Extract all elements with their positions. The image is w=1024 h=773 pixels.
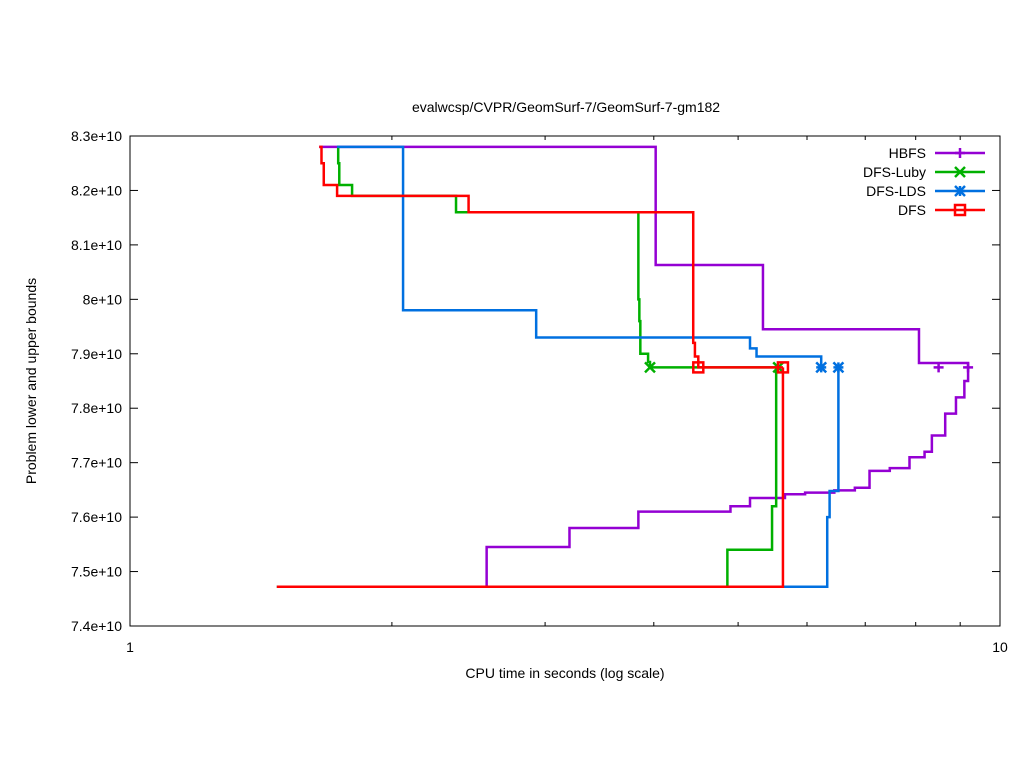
legend-entry: DFS-LDS bbox=[866, 183, 985, 199]
x-tick-label: 1 bbox=[126, 639, 134, 655]
point-marker-cross bbox=[644, 361, 656, 374]
point-marker-plus bbox=[963, 362, 974, 373]
point-marker-plus bbox=[955, 148, 965, 158]
point-marker-square bbox=[953, 203, 967, 217]
point-marker-star bbox=[815, 361, 828, 374]
point-marker-square bbox=[692, 361, 705, 374]
y-axis-label: Problem lower and upper bounds bbox=[23, 278, 39, 484]
lower-bound-line bbox=[276, 367, 785, 589]
upper-bound-line bbox=[319, 145, 783, 369]
y-tick-label: 8.3e+10 bbox=[71, 128, 122, 144]
x-axis-label: CPU time in seconds (log scale) bbox=[465, 665, 664, 681]
series-dfs bbox=[276, 145, 790, 589]
legend-label: DFS-LDS bbox=[866, 183, 926, 199]
plot-frame bbox=[129, 135, 1001, 627]
y-tick-label: 8.1e+10 bbox=[71, 237, 122, 253]
point-marker-cross bbox=[954, 166, 966, 178]
point-marker-plus bbox=[933, 362, 944, 373]
legend-entry: DFS bbox=[898, 202, 985, 218]
upper-bound-line bbox=[337, 145, 823, 368]
x-tick-label: 10 bbox=[992, 639, 1008, 655]
y-tick-label: 7.5e+10 bbox=[71, 564, 122, 580]
point-marker-star bbox=[832, 361, 845, 374]
legend-entry: HBFS bbox=[889, 145, 985, 161]
upper-bound-line bbox=[319, 145, 970, 368]
y-tick-label: 7.7e+10 bbox=[71, 455, 122, 471]
series-hbfs bbox=[319, 145, 974, 587]
legend-entry: DFS-Luby bbox=[863, 164, 985, 180]
y-tick-label: 8e+10 bbox=[83, 291, 123, 307]
lower-bound-line bbox=[485, 367, 970, 587]
y-tick-label: 8.2e+10 bbox=[71, 182, 122, 198]
lower-bound-line bbox=[276, 367, 778, 589]
point-marker-square bbox=[776, 361, 790, 374]
y-tick-label: 7.8e+10 bbox=[71, 400, 122, 416]
upper-bound-line bbox=[336, 145, 777, 369]
series-dfs-lds bbox=[276, 145, 845, 589]
y-tick-label: 7.6e+10 bbox=[71, 509, 122, 525]
y-tick-label: 7.9e+10 bbox=[71, 346, 122, 362]
legend-label: DFS-Luby bbox=[863, 164, 926, 180]
lower-bound-line bbox=[276, 367, 840, 589]
point-marker-star bbox=[954, 185, 966, 197]
legend-label: HBFS bbox=[889, 145, 926, 161]
y-tick-label: 7.4e+10 bbox=[71, 618, 122, 634]
chart-title: evalwcsp/CVPR/GeomSurf-7/GeomSurf-7-gm18… bbox=[412, 99, 720, 115]
legend-label: DFS bbox=[898, 202, 926, 218]
